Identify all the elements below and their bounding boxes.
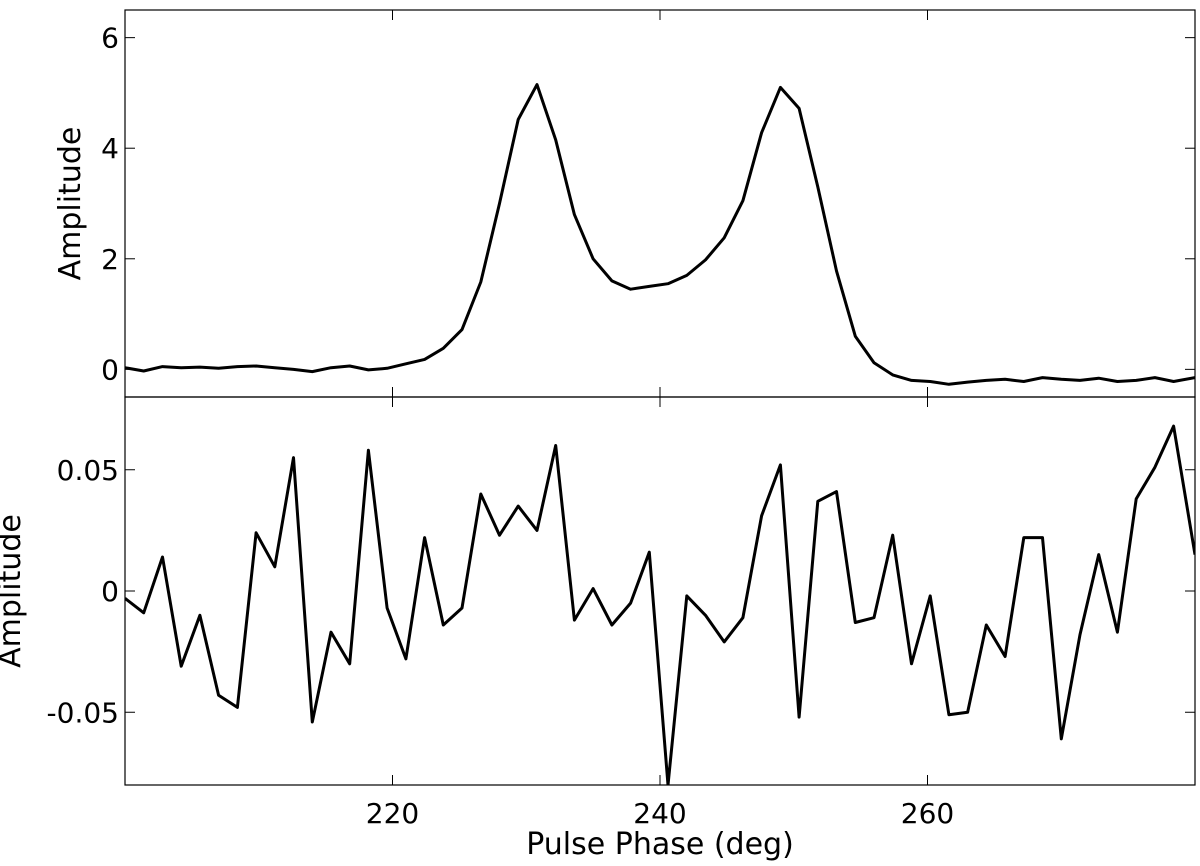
top-y-axis-label: Amplitude [53,127,88,281]
bottom-panel: -0.05 0 0.05 220 240 260 Amplitude Pulse Phase … [0,396,1196,862]
bottom-xtick-label: 220 [366,797,419,830]
top-ytick-label: 2 [101,243,119,276]
bottom-ytick-label: -0.05 [47,696,119,729]
bottom-ytick-label: 0.05 [57,454,119,487]
top-plot-frame [124,9,1196,398]
top-ytick-label: 0 [101,353,119,386]
bottom-ytick-label: 0 [101,575,119,608]
bottom-y-axis-label: Amplitude [0,514,28,668]
bottom-series-line [125,424,1195,785]
top-series-line [125,83,1195,386]
bottom-plot-frame [124,396,1196,786]
bottom-x-axis-label: Pulse Phase (deg) [526,827,794,862]
top-panel: 0 2 4 6 Amplitude [53,9,1196,398]
top-ytick-label: 6 [101,22,119,55]
bottom-xtick-label: 240 [633,797,686,830]
top-ytick-label: 4 [101,132,119,165]
bottom-xtick-label: 260 [901,797,954,830]
